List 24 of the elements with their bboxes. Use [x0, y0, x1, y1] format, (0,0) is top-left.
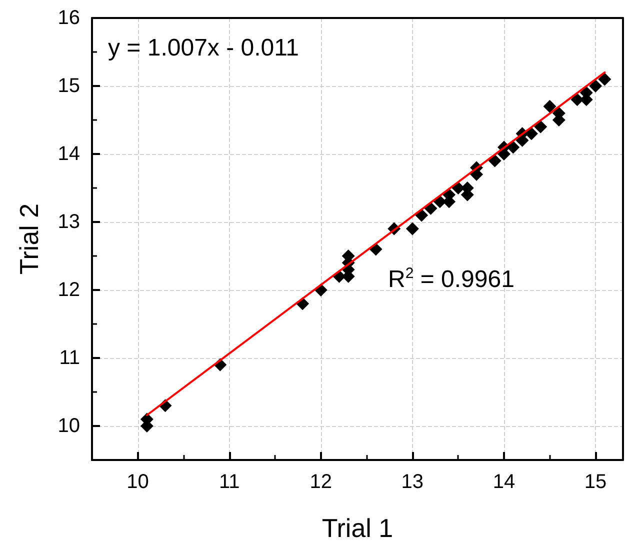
y-axis-title: Trial 2	[14, 203, 44, 275]
point	[406, 222, 419, 236]
y-tick-label: 15	[58, 75, 80, 97]
x-tick-label: 10	[126, 471, 149, 493]
point	[598, 72, 612, 86]
point	[589, 80, 602, 92]
annotation: y = 1.007x - 0.011	[108, 34, 300, 62]
y-tick-label: 11	[59, 347, 80, 369]
y-tick-label: 12	[58, 279, 80, 301]
y-tick-label: 16	[58, 7, 80, 29]
point	[543, 100, 556, 113]
x-axis-title: Trial 1	[322, 513, 394, 543]
y-tick-label: 13	[58, 211, 80, 233]
x-tick-label: 15	[584, 471, 607, 493]
point	[506, 140, 520, 154]
x-tick-label: 11	[218, 471, 240, 493]
y-tick-label: 10	[58, 415, 80, 437]
point	[488, 154, 502, 168]
point	[534, 120, 548, 134]
x-tick-label: 12	[310, 471, 332, 493]
x-tick-label: 13	[401, 471, 424, 493]
y-tick-label: 14	[58, 143, 80, 165]
x-tick-label: 14	[492, 471, 516, 493]
point	[524, 127, 538, 140]
